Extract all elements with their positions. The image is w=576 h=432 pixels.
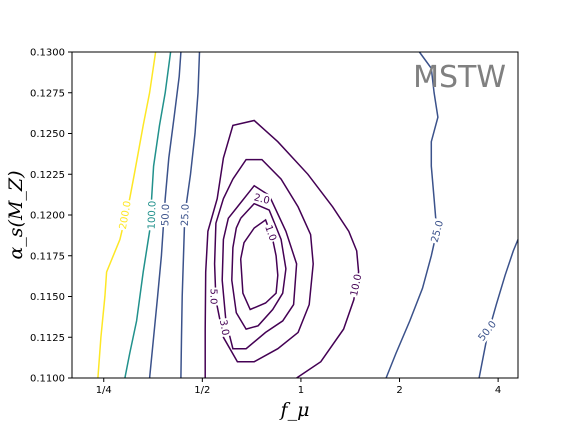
- contour-line-5: [478, 239, 519, 379]
- x-axis: 1/4 1/2 1 2 4: [96, 378, 501, 396]
- contour-label: 2.0: [253, 192, 271, 207]
- x-tick-label: 2: [396, 385, 402, 396]
- x-tick-label: 1: [298, 385, 304, 396]
- plot-area: [72, 52, 518, 378]
- y-tick-label: 0.1175: [30, 251, 65, 262]
- contour-lines: [97, 51, 519, 379]
- x-tick-label: 4: [495, 385, 501, 396]
- annotation-label: MSTW: [413, 60, 506, 95]
- contour-line-8: [221, 184, 298, 350]
- x-tick-label: 1/2: [194, 385, 210, 396]
- contour-line-9: [231, 202, 287, 330]
- contour-line-6: [204, 119, 360, 379]
- contour-label: 25.0: [180, 204, 192, 227]
- contour-label-bg: [116, 198, 134, 232]
- y-tick-label: 0.1125: [30, 333, 65, 344]
- contour-label: 10.0: [349, 273, 364, 297]
- contour-label-bg: [347, 271, 365, 299]
- x-tick-label: 1/4: [96, 385, 112, 396]
- contour-label-bg: [262, 222, 280, 244]
- contour-label-bg: [427, 218, 446, 245]
- y-tick-label: 0.1100: [30, 374, 65, 385]
- contour-label: 100.0: [147, 201, 159, 230]
- contour-label-bg: [474, 317, 500, 344]
- contour-label-bg: [158, 202, 172, 228]
- x-axis-label: f_μ: [279, 399, 310, 421]
- contour-line-7: [213, 158, 314, 363]
- contour-label: 5.0: [207, 289, 218, 305]
- y-tick-label: 0.1250: [30, 129, 65, 140]
- contour-label-bg: [251, 190, 273, 207]
- contour-label-bg: [178, 202, 192, 228]
- y-tick-label: 0.1225: [30, 170, 65, 181]
- contour-label-bg: [207, 287, 220, 306]
- y-tick-label: 0.1200: [30, 211, 65, 222]
- y-tick-label: 0.1300: [30, 48, 65, 59]
- contour-line-10: [239, 218, 279, 311]
- y-tick-label: 0.1150: [30, 292, 65, 303]
- contour-label: 200.0: [118, 200, 134, 230]
- contour-label-bg: [145, 199, 159, 231]
- y-axis: 0.1100 0.1125 0.1150 0.1175 0.1200 0.1225 0.12…: [30, 48, 72, 385]
- y-tick-label: 0.1275: [30, 88, 65, 99]
- contour-label-bg: [217, 317, 233, 338]
- contour-line-4: [385, 51, 439, 379]
- contour-label: 50.0: [160, 204, 172, 227]
- y-axis-label: α_s(M_Z): [5, 170, 27, 259]
- contour-label: 1.0: [262, 224, 278, 243]
- contour-label: 3.0: [217, 319, 231, 337]
- contour-line-2: [148, 51, 182, 379]
